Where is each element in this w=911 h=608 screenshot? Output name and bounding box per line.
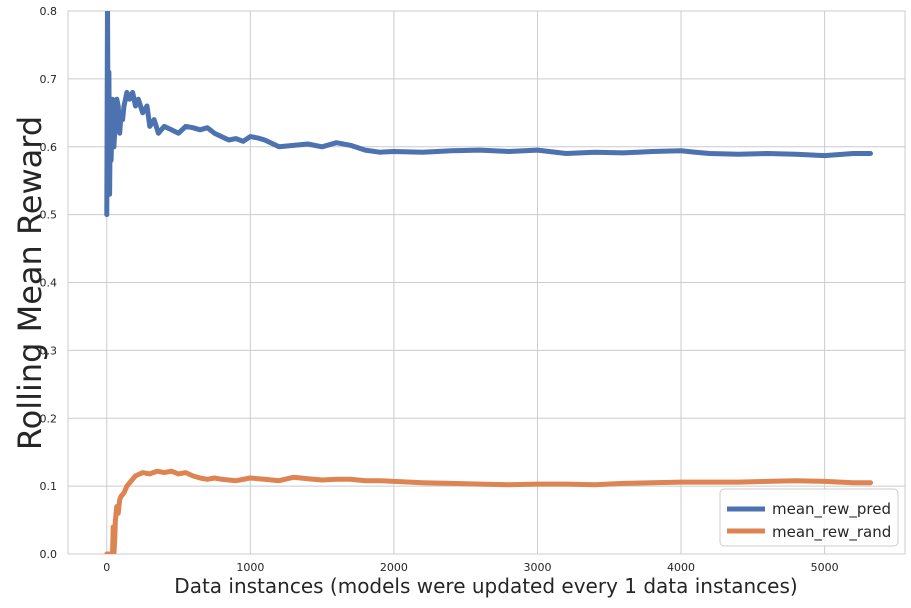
x-tick-label: 4000 [667, 561, 695, 574]
x-tick-label: 5000 [811, 561, 839, 574]
series-line-mean-rew-rand [104, 468, 873, 554]
x-tick-label: 3000 [523, 561, 551, 574]
x-tick-label: 2000 [380, 561, 408, 574]
x-tick-label: 1000 [236, 561, 264, 574]
legend-label-mean-rew-rand: mean_rew_rand [772, 523, 891, 542]
y-tick-label: 0.0 [40, 548, 58, 561]
series-line-mean-rew-pred [104, 11, 873, 218]
y-axis-title: Rolling Mean Reward [11, 116, 49, 450]
y-tick-label: 0.6 [40, 141, 58, 154]
x-tick-label: 0 [103, 561, 110, 574]
legend: mean_rew_pred mean_rew_rand [719, 488, 899, 547]
tick-layer: 0 1000 2000 3000 4000 5000 0.0 0.1 0.2 0.3 0.4 0.5 0… [40, 5, 839, 574]
y-tick-label: 0.7 [40, 73, 58, 86]
y-tick-label: 0.4 [40, 277, 58, 290]
x-axis-title: Data instances (models were updated ever… [174, 574, 797, 598]
legend-label-mean-rew-pred: mean_rew_pred [772, 500, 891, 519]
y-tick-label: 0.1 [40, 480, 58, 493]
y-tick-label: 0.2 [40, 412, 58, 425]
series-layer [104, 11, 873, 554]
y-tick-label: 0.5 [40, 209, 58, 222]
grid-layer [68, 10, 905, 555]
y-tick-label: 0.3 [40, 344, 58, 357]
y-tick-label: 0.8 [40, 5, 58, 18]
